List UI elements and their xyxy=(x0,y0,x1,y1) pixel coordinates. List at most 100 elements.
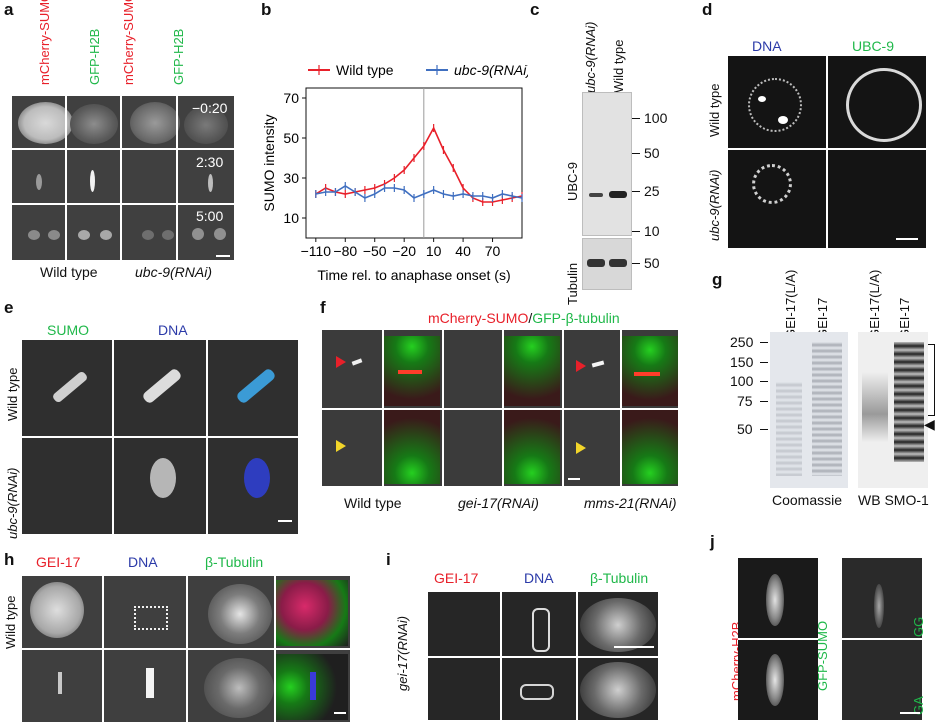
panel-g-letter: g xyxy=(712,270,723,289)
panel-d-letter: d xyxy=(702,0,713,19)
divider xyxy=(65,96,67,260)
panel-a-col-label-3: mCherry-SUMO xyxy=(121,0,136,85)
y-tick-label: 30 xyxy=(283,170,299,186)
panel-f-condition-1: Wild type xyxy=(344,495,402,511)
dna-signal xyxy=(748,78,802,132)
time-label-3: 5:00 xyxy=(196,208,224,224)
panel-g-bottom-coomassie: Coomassie xyxy=(772,492,843,508)
tubulin-signal xyxy=(580,598,656,652)
chromatin-signal xyxy=(28,230,40,240)
panel-a-micrograph-right xyxy=(122,96,234,260)
yellow-arrowhead xyxy=(336,440,346,452)
x-tick-label: −80 xyxy=(333,243,357,259)
panel-g-col-3: GEI-17(L/A) xyxy=(867,269,882,339)
x-tick-label: 40 xyxy=(455,243,471,259)
blot-band xyxy=(609,259,627,267)
panel-e-col-sumo: SUMO xyxy=(47,322,89,338)
dna-signal xyxy=(520,684,554,700)
mw-tick xyxy=(760,401,768,402)
chromatin-signal xyxy=(214,228,226,240)
panel-i-col-dna: DNA xyxy=(524,570,554,586)
x-tick-label: −50 xyxy=(363,243,387,259)
panel-d-col-ubc9: UBC-9 xyxy=(852,38,895,54)
mw-tick xyxy=(760,429,768,430)
sumo-signal xyxy=(351,358,363,366)
panel-f-title-part2: GFP-β-tubulin xyxy=(532,310,620,326)
tubulin-signal xyxy=(204,658,274,718)
x-tick-label: −20 xyxy=(392,243,416,259)
scale-bar xyxy=(334,712,346,714)
divider xyxy=(22,648,350,650)
dna-signal-rnai xyxy=(752,164,792,204)
blot-band xyxy=(609,191,627,198)
panel-f-title-sep: / xyxy=(528,310,533,326)
scale-bar xyxy=(568,478,580,480)
panel-a-col-label-1: mCherry-SUMO xyxy=(37,0,52,85)
series-line-0 xyxy=(315,126,523,203)
panel-a-col-label-4: GFP-H2B xyxy=(171,28,186,85)
mw-tick xyxy=(632,118,640,119)
divider xyxy=(12,148,120,150)
red-arrowhead xyxy=(576,360,586,372)
panel-d-row-wt: Wild type xyxy=(707,83,722,137)
divider xyxy=(122,203,234,205)
panel-h-col-tubulin: β-Tubulin xyxy=(205,554,264,570)
divider xyxy=(728,148,926,150)
chromatin-signal xyxy=(208,174,213,192)
chromatin-signal xyxy=(142,230,154,240)
mw-tick xyxy=(632,153,640,154)
gel-lane xyxy=(776,382,802,476)
divider xyxy=(842,638,922,640)
panel-f-title-part1: mCherry-SUMO xyxy=(428,310,529,326)
panel-i-col-gei17: GEI-17 xyxy=(434,570,479,586)
gei17-signal xyxy=(58,672,62,694)
mw-50: 50 xyxy=(737,421,753,437)
panel-a-condition-1: Wild type xyxy=(40,264,98,280)
x-tick-label: 70 xyxy=(485,243,501,259)
y-axis-label: SUMO intensity xyxy=(261,114,277,211)
western-blot-smo1 xyxy=(858,332,928,488)
time-label-2: 2:30 xyxy=(196,154,224,170)
sumo-merge-band xyxy=(634,372,660,376)
scale-bar xyxy=(900,712,920,714)
blot-band xyxy=(587,259,605,267)
panel-a-letter: a xyxy=(4,0,14,19)
merge-signal xyxy=(235,367,277,405)
legend-label-0: Wild type xyxy=(336,62,394,78)
panel-i-col-tubulin: β-Tubulin xyxy=(590,570,649,586)
mw-25: 25 xyxy=(644,183,660,199)
x-axis-label: Time rel. to anaphase onset (s) xyxy=(317,267,510,283)
panel-b-letter: b xyxy=(261,0,272,19)
panel-f-condition-3: mms-21(RNAi) xyxy=(584,495,677,511)
mw-100: 100 xyxy=(730,373,754,389)
mw-50: 50 xyxy=(644,145,660,161)
sumo-signal xyxy=(874,584,884,628)
arrowhead-indicator: ◀ xyxy=(924,416,935,432)
divider xyxy=(22,436,298,438)
mw-tick xyxy=(632,231,640,232)
h2b-signal xyxy=(766,574,784,626)
scale-bar xyxy=(614,646,654,648)
blot-band xyxy=(589,193,603,197)
sumo-signal xyxy=(591,360,605,368)
chromatin-signal xyxy=(100,230,112,240)
y-tick-label: 10 xyxy=(283,210,299,226)
panel-j-middle-label: GFP-SUMO xyxy=(815,620,830,691)
merge-signal-rnai xyxy=(244,458,270,498)
dna-signal xyxy=(532,608,550,652)
panel-j-letter: j xyxy=(710,532,715,551)
chromatin-signal xyxy=(162,230,174,240)
mw-10: 10 xyxy=(644,223,660,239)
panel-f-letter: f xyxy=(320,298,326,317)
panel-g-col-1: GEI-17(L/A) xyxy=(783,269,798,339)
mw-tick xyxy=(632,191,640,192)
h2b-signal xyxy=(766,654,784,706)
y-tick-label: 70 xyxy=(283,90,299,106)
panel-c-row-label-tubulin: Tubulin xyxy=(565,262,580,305)
panel-i-letter: i xyxy=(386,550,391,569)
merge-signal xyxy=(276,580,348,646)
tubulin-merge xyxy=(384,410,440,484)
panel-c-col-label-1: ubc-9(RNAi) xyxy=(583,21,598,93)
divider xyxy=(322,408,678,410)
tubulin-merge xyxy=(622,336,678,406)
